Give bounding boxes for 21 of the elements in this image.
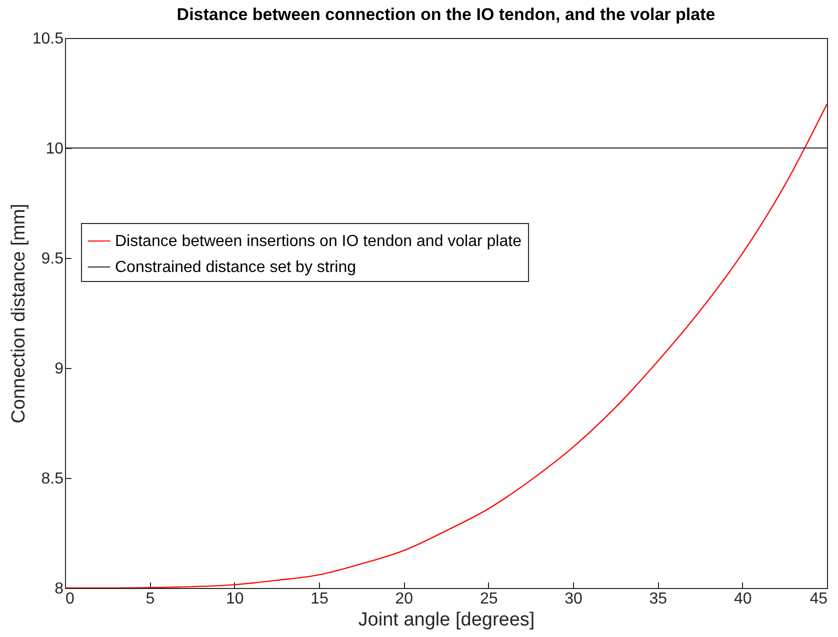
chart-title: Distance between connection on the IO tendon, and the volar plate — [176, 5, 716, 24]
x-tick-label: 5 — [146, 590, 155, 608]
y-tick-label: 10 — [46, 140, 64, 158]
legend-label: Constrained distance set by string — [115, 259, 356, 276]
x-tick-label: 35 — [649, 590, 668, 608]
x-tick-label: 10 — [226, 590, 244, 608]
x-tick-label: 45 — [810, 590, 828, 608]
x-tick-label: 25 — [480, 590, 498, 608]
x-tick-label: 15 — [310, 590, 328, 608]
y-tick-label: 8.5 — [41, 470, 64, 488]
x-tick-label: 20 — [395, 590, 414, 608]
y-tick-label: 9 — [54, 360, 64, 378]
y-axis-title: Connection distance [mm] — [8, 204, 30, 424]
y-tick-label: 10.5 — [32, 30, 64, 48]
legend-label: Distance between insertions on IO tendon and volar plate — [115, 233, 522, 250]
x-tick-label: 0 — [66, 590, 74, 608]
x-tick-label: 40 — [734, 590, 752, 608]
x-tick-label: 30 — [564, 590, 582, 608]
y-tick-label: 9.5 — [41, 250, 64, 268]
y-tick-label: 8 — [54, 580, 64, 598]
x-axis-title: Joint angle [degrees] — [358, 610, 535, 630]
